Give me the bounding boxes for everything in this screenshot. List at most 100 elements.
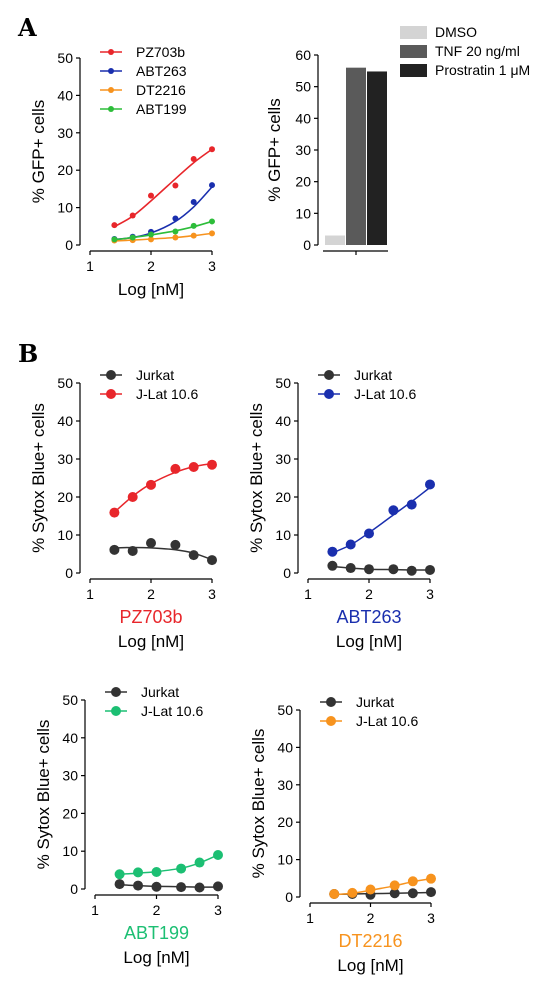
x-axis-title: Log [nM]: [336, 632, 402, 651]
data-point: [114, 879, 125, 890]
legend-swatch-dot: [108, 49, 114, 55]
drug-label: PZ703b: [119, 607, 182, 627]
data-point: [327, 560, 338, 571]
legend-swatch: [400, 45, 427, 58]
legend-label: DMSO: [435, 24, 477, 40]
legend-label: J-Lat 10.6: [356, 713, 418, 729]
series-j-lat-10-6: J-Lat 10.6: [320, 713, 436, 900]
x-tick-label: 1: [86, 586, 94, 602]
chart-b-pz703b: 0 10 20 30 40 50 1 2 3 % Sytox Blue+ cells PZ703b L…: [29, 367, 217, 651]
x-tick-label: 1: [304, 586, 312, 602]
y-tick-label: 10: [57, 527, 73, 543]
y-tick-label: 50: [275, 375, 291, 391]
y-tick-label: 10: [277, 852, 293, 868]
x-tick-label: 2: [147, 586, 155, 602]
y-tick-label: 40: [57, 87, 73, 103]
data-point: [148, 192, 154, 199]
series-j-lat-10-6: J-Lat 10.6: [318, 386, 435, 557]
x-axis-title: Log [nM]: [118, 280, 184, 299]
y-tick-label: 50: [57, 375, 73, 391]
data-point: [389, 888, 400, 899]
legend-label: Jurkat: [136, 367, 174, 383]
data-point: [146, 479, 156, 490]
data-point: [190, 198, 197, 205]
x-tick-label: 2: [153, 902, 161, 918]
y-tick-label: 10: [62, 843, 78, 859]
fit-curve: [113, 462, 213, 513]
legend-swatch-dot: [108, 87, 114, 93]
chart-b-abt199: 0 10 20 30 40 50 1 2 3 % Sytox Blue+ cells ABT199 L…: [34, 684, 223, 967]
y-tick-label: 30: [277, 777, 293, 793]
data-point: [207, 555, 217, 566]
bar-dmso: [325, 235, 345, 245]
data-point: [406, 499, 417, 510]
y-tick-label: 0: [283, 565, 291, 581]
y-tick-label: 30: [295, 142, 311, 158]
legend-swatch-dot: [108, 106, 114, 112]
y-axis-title: % Sytox Blue+ cells: [247, 403, 266, 553]
legend-swatch-dot: [324, 389, 334, 399]
fit-curve: [114, 186, 213, 241]
series-abt199: ABT199: [100, 101, 215, 243]
data-point: [207, 459, 217, 470]
y-tick-label: 10: [295, 205, 311, 221]
data-point: [133, 867, 144, 878]
y-tick-label: 40: [277, 739, 293, 755]
y-axis-title: % Sytox Blue+ cells: [249, 729, 268, 879]
data-point: [172, 228, 179, 235]
y-tick-label: 20: [57, 162, 73, 178]
y-tick-label: 0: [303, 237, 311, 253]
data-point: [176, 863, 187, 874]
data-point: [364, 564, 374, 575]
legend-swatch: [400, 26, 427, 39]
y-tick-label: 20: [275, 489, 291, 505]
data-point: [213, 881, 223, 892]
data-point: [327, 546, 338, 557]
data-point: [426, 873, 436, 884]
fit-curve: [114, 232, 213, 242]
y-tick-label: 60: [295, 47, 311, 63]
x-tick-label: 3: [426, 586, 434, 602]
series-jurkat: Jurkat: [318, 367, 435, 576]
panel-label-a: A: [17, 13, 37, 42]
legend-swatch-dot: [106, 389, 116, 399]
legend-label: Jurkat: [354, 367, 392, 383]
series-jurkat: Jurkat: [105, 684, 223, 893]
legend-label: TNF 20 ng/ml: [435, 43, 520, 59]
data-point: [129, 234, 136, 241]
data-point: [209, 230, 215, 237]
y-tick-label: 40: [295, 110, 311, 126]
data-point: [170, 539, 181, 550]
x-tick-label: 1: [306, 910, 314, 926]
chart-a-left: 0 10 20 30 40 50 1 2 3 % GFP+ cells Log [nM] PZ703b…: [29, 44, 216, 299]
data-point: [133, 880, 144, 891]
y-tick-label: 30: [62, 768, 78, 784]
legend-swatch-dot: [326, 697, 336, 707]
x-axis-title: Log [nM]: [337, 956, 403, 975]
series-j-lat-10-6: J-Lat 10.6: [100, 386, 217, 518]
legend-label: ABT199: [136, 101, 187, 117]
data-point: [190, 232, 197, 239]
data-point: [176, 882, 187, 893]
data-point: [109, 544, 120, 555]
data-point: [129, 212, 136, 219]
data-point: [389, 880, 400, 891]
data-point: [345, 563, 356, 574]
y-tick-label: 10: [57, 200, 73, 216]
x-axis-title: Log [nM]: [118, 632, 184, 651]
data-point: [188, 461, 199, 472]
fit-curve: [113, 148, 213, 228]
legend-label: Prostratin 1 μM: [435, 62, 530, 78]
data-point: [151, 866, 162, 877]
legend-swatch-dot: [326, 716, 336, 726]
y-tick-label: 50: [277, 702, 293, 718]
bar-tnf-20-ng-ml: [346, 67, 366, 246]
y-tick-label: 20: [295, 174, 311, 190]
data-point: [127, 545, 138, 556]
y-tick-label: 50: [295, 79, 311, 95]
data-point: [388, 505, 399, 516]
legend-swatch-dot: [324, 370, 334, 380]
y-tick-label: 40: [62, 730, 78, 746]
